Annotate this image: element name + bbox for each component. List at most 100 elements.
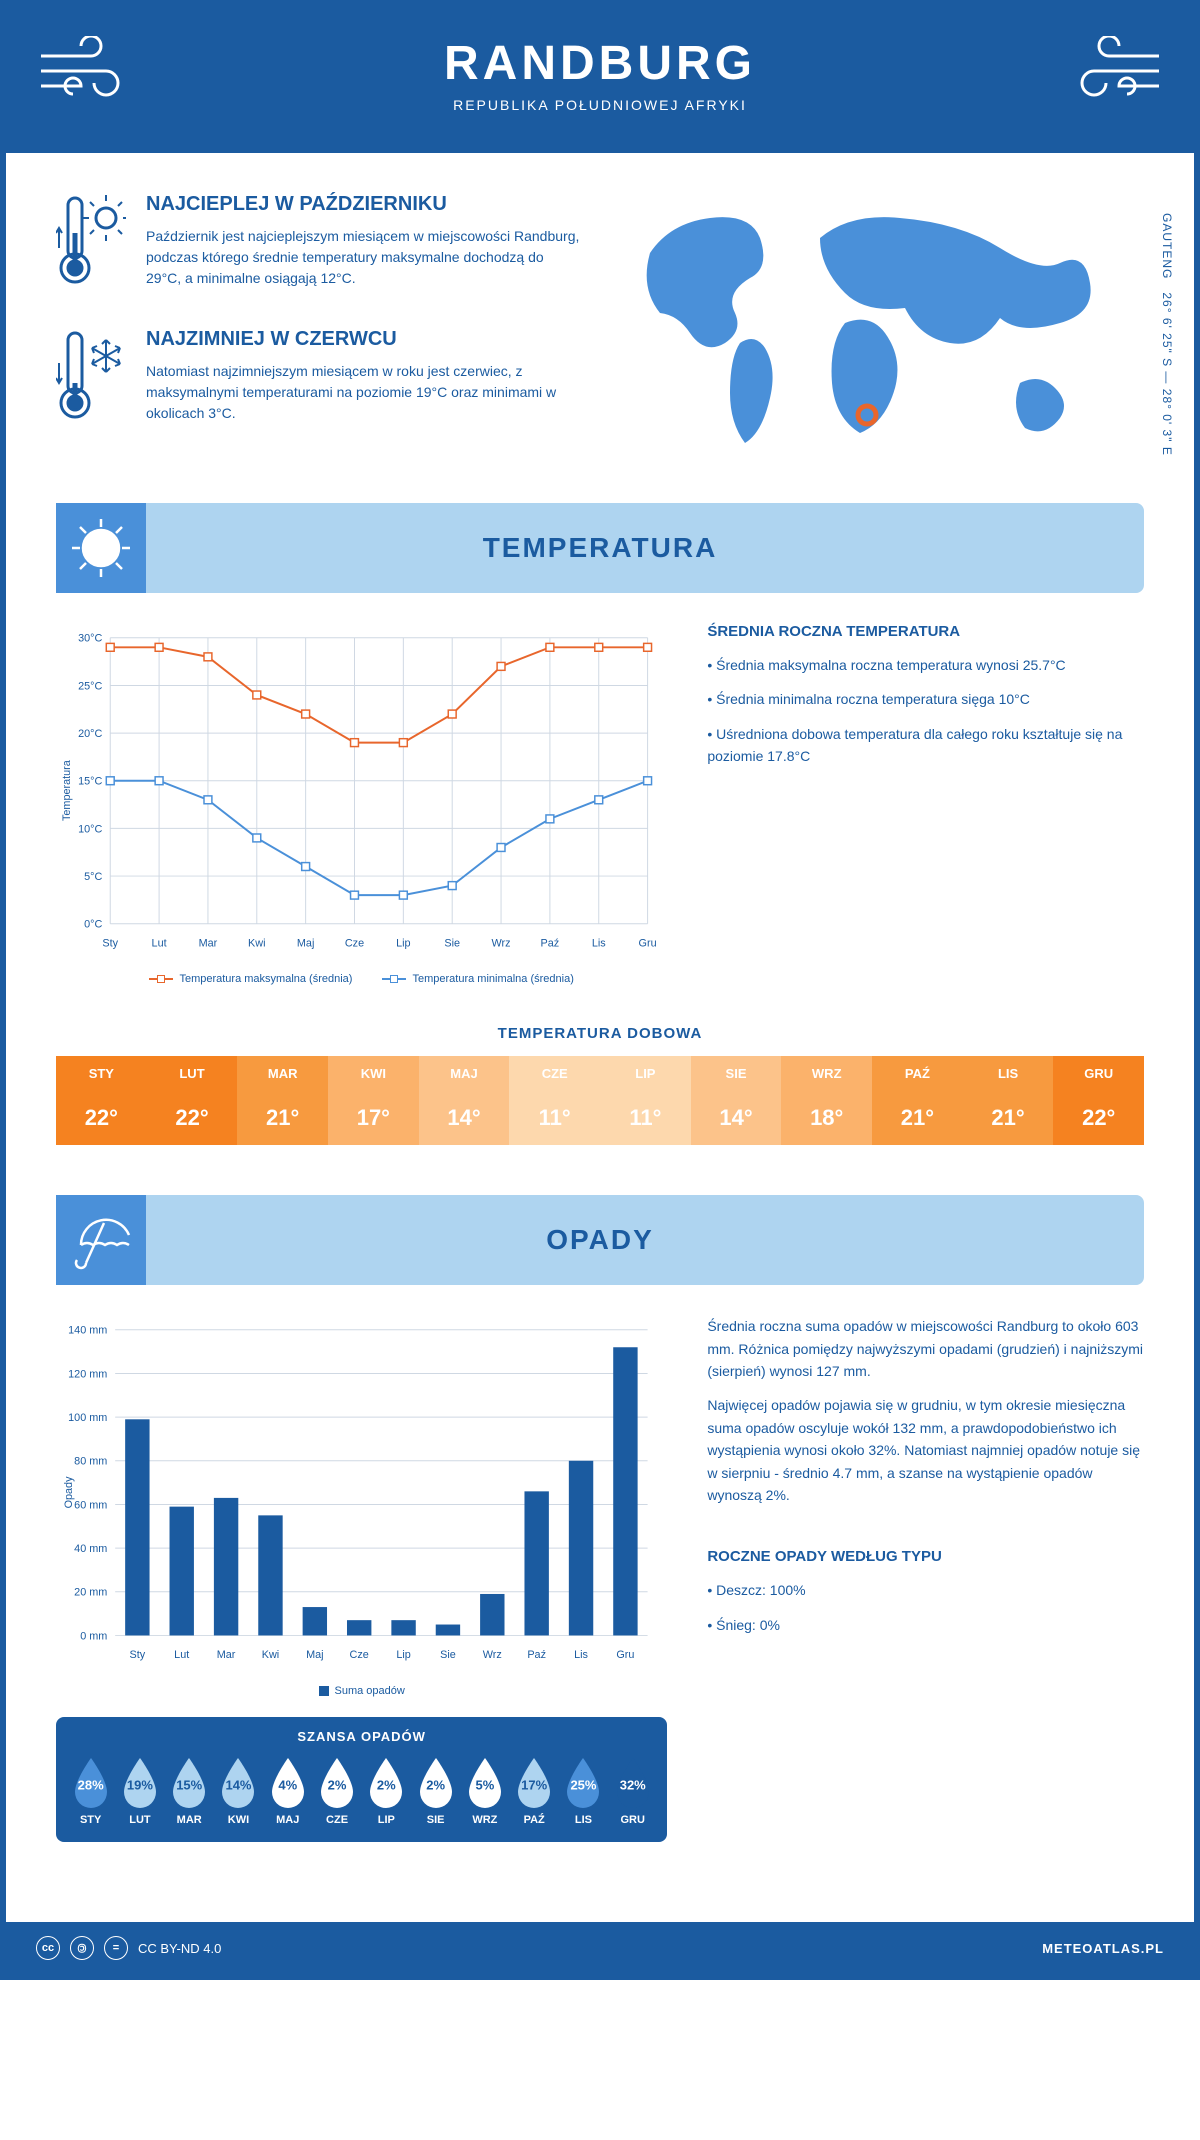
coldest-block: NAJZIMNIEJ W CZERWCU Natomiast najzimnie… — [56, 328, 580, 433]
rain-drop-icon: 19% — [119, 1756, 161, 1808]
rain-drop-pct: 28% — [78, 1777, 104, 1792]
temp-legend: .legend-line[style*='e8662c']::before{bo… — [56, 973, 667, 985]
svg-text:Sty: Sty — [130, 1649, 146, 1661]
svg-text:60 mm: 60 mm — [74, 1500, 107, 1512]
temp-stats-title: ŚREDNIA ROCZNA TEMPERATURA — [707, 623, 1144, 640]
coldest-text: Natomiast najzimniejszym miesiącem w rok… — [146, 361, 580, 424]
rain-drop-col: 17%PAŹ — [510, 1756, 559, 1826]
rain-drop-col: 32%GRU — [608, 1756, 657, 1826]
license-text: CC BY-ND 4.0 — [138, 1941, 221, 1956]
content: NAJCIEPLEJ W PAŹDZIERNIKU Październik je… — [6, 153, 1194, 1922]
svg-text:Opady: Opady — [63, 1476, 75, 1508]
daily-temp-title: TEMPERATURA DOBOWA — [56, 1025, 1144, 1042]
hottest-block: NAJCIEPLEJ W PAŹDZIERNIKU Październik je… — [56, 193, 580, 298]
country-subtitle: REPUBLIKA POŁUDNIOWEJ AFRYKI — [26, 97, 1174, 113]
rain-drop-label: STY — [66, 1814, 115, 1826]
temp-stat-bullet: • Uśredniona dobowa temperatura dla całe… — [707, 723, 1144, 768]
rain-drop-pct: 5% — [475, 1777, 494, 1792]
rain-drop-label: MAJ — [263, 1814, 312, 1826]
rain-drop-pct: 2% — [328, 1777, 347, 1792]
rain-drop-icon: 2% — [316, 1756, 358, 1808]
wind-icon — [36, 36, 136, 106]
coordinates: GAUTENG 26° 6' 25" S — 28° 0' 3" E — [1160, 213, 1174, 456]
rain-drop-label: CZE — [312, 1814, 361, 1826]
svg-text:Maj: Maj — [306, 1649, 323, 1661]
svg-text:Gru: Gru — [616, 1649, 634, 1661]
svg-text:15°C: 15°C — [78, 776, 102, 788]
rain-type-bullet: • Deszcz: 100% — [707, 1579, 1144, 1601]
rain-drop-icon: 5% — [464, 1756, 506, 1808]
svg-text:40 mm: 40 mm — [74, 1543, 107, 1555]
by-icon: 🄯 — [70, 1936, 94, 1960]
temp-table-header: LIP — [600, 1056, 691, 1091]
svg-text:100 mm: 100 mm — [68, 1412, 107, 1424]
temp-table-col: GRU22° — [1053, 1056, 1144, 1145]
rain-type-title: ROCZNE OPADY WEDŁUG TYPU — [707, 1548, 1144, 1565]
temp-table-value: 22° — [56, 1091, 147, 1145]
svg-text:0°C: 0°C — [84, 919, 102, 931]
license: cc 🄯 = CC BY-ND 4.0 — [36, 1936, 221, 1960]
svg-text:Mar: Mar — [199, 937, 218, 949]
cc-icon: cc — [36, 1936, 60, 1960]
temp-table-value: 22° — [147, 1091, 238, 1145]
svg-text:Gru: Gru — [639, 937, 657, 949]
temp-stat-bullet: • Średnia minimalna roczna temperatura s… — [707, 688, 1144, 710]
rain-drop-pct: 14% — [225, 1777, 251, 1792]
hottest-title: NAJCIEPLEJ W PAŹDZIERNIKU — [146, 193, 580, 216]
svg-text:Kwi: Kwi — [248, 937, 265, 949]
rain-drop-icon: 15% — [168, 1756, 210, 1808]
svg-text:0 mm: 0 mm — [80, 1631, 107, 1643]
temp-table-col: MAJ14° — [419, 1056, 510, 1145]
temp-table-value: 11° — [509, 1091, 600, 1145]
svg-text:Sty: Sty — [102, 937, 118, 949]
svg-text:Sie: Sie — [440, 1649, 456, 1661]
rain-drop-pct: 4% — [278, 1777, 297, 1792]
temp-table-header: WRZ — [781, 1056, 872, 1091]
svg-text:25°C: 25°C — [78, 680, 102, 692]
temp-table-header: LIS — [963, 1056, 1054, 1091]
svg-text:Lut: Lut — [152, 937, 167, 949]
rain-drop-pct: 15% — [176, 1777, 202, 1792]
temp-table-value: 22° — [1053, 1091, 1144, 1145]
rain-drop-icon: 2% — [365, 1756, 407, 1808]
rain-drop-pct: 2% — [426, 1777, 445, 1792]
rain-bar-chart: 0 mm20 mm40 mm60 mm80 mm100 mm120 mm140 … — [56, 1315, 667, 1842]
svg-text:20 mm: 20 mm — [74, 1587, 107, 1599]
svg-text:Cze: Cze — [345, 937, 364, 949]
map-col: GAUTENG 26° 6' 25" S — 28° 0' 3" E — [620, 193, 1144, 463]
temp-table-value: 21° — [872, 1091, 963, 1145]
svg-text:30°C: 30°C — [78, 633, 102, 645]
intro-row: NAJCIEPLEJ W PAŹDZIERNIKU Październik je… — [56, 193, 1144, 463]
rain-drop-col: 28% STY — [66, 1756, 115, 1826]
svg-text:Temperatura: Temperatura — [61, 759, 73, 821]
rain-drop-col: 4% MAJ — [263, 1756, 312, 1826]
umbrella-icon — [56, 1195, 146, 1285]
rain-section-header: OPADY — [56, 1195, 1144, 1285]
temp-table-col: LUT22° — [147, 1056, 238, 1145]
rain-drop-label: KWI — [214, 1814, 263, 1826]
temp-stat-bullet: • Średnia maksymalna roczna temperatura … — [707, 654, 1144, 676]
coldest-title: NAJZIMNIEJ W CZERWCU — [146, 328, 580, 351]
svg-text:10°C: 10°C — [78, 823, 102, 835]
rain-type-bullet: • Śnieg: 0% — [707, 1614, 1144, 1636]
temp-table-col: WRZ18° — [781, 1056, 872, 1145]
temp-table-header: CZE — [509, 1056, 600, 1091]
svg-text:120 mm: 120 mm — [68, 1369, 107, 1381]
nd-icon: = — [104, 1936, 128, 1960]
intro-text-col: NAJCIEPLEJ W PAŹDZIERNIKU Październik je… — [56, 193, 580, 463]
svg-text:Wrz: Wrz — [492, 937, 511, 949]
rain-drop-label: LIP — [362, 1814, 411, 1826]
site-name: METEOATLAS.PL — [1042, 1941, 1164, 1956]
temp-table-header: STY — [56, 1056, 147, 1091]
temp-chart-row: 0°C5°C10°C15°C20°C25°C30°CStyLutMarKwiMa… — [56, 623, 1144, 985]
rain-text: Średnia roczna suma opadów w miejscowośc… — [707, 1315, 1144, 1842]
svg-text:Cze: Cze — [350, 1649, 369, 1661]
temp-table-header: MAJ — [419, 1056, 510, 1091]
svg-text:Paź: Paź — [541, 937, 560, 949]
temp-table-value: 14° — [691, 1091, 782, 1145]
temp-table-value: 14° — [419, 1091, 510, 1145]
svg-text:Lis: Lis — [574, 1649, 588, 1661]
temp-line-chart: 0°C5°C10°C15°C20°C25°C30°CStyLutMarKwiMa… — [56, 623, 667, 985]
svg-text:Kwi: Kwi — [262, 1649, 279, 1661]
wind-icon — [1064, 36, 1164, 106]
